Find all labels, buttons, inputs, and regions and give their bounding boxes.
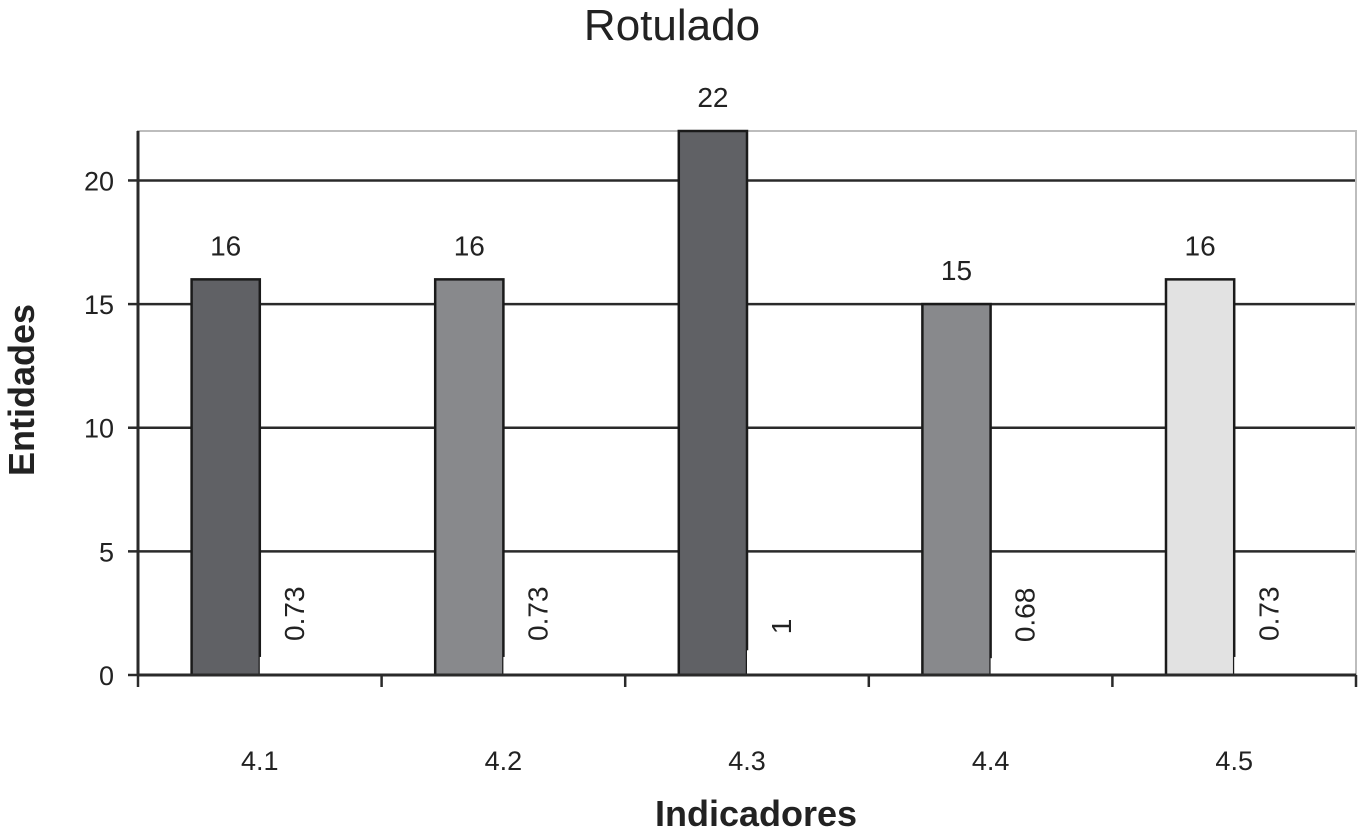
secondary-value-label: 0.68	[1010, 588, 1041, 643]
bar-secondary-4.5	[1234, 656, 1303, 675]
y-axis-title: Entidades	[1, 304, 42, 476]
y-tick-label: 5	[99, 537, 114, 567]
bar-4.5	[1164, 278, 1236, 677]
bar-value-label: 16	[210, 230, 241, 261]
bar-secondary-4.1	[259, 656, 329, 675]
secondary-value-label: 0.73	[279, 586, 310, 641]
y-tick-label: 0	[99, 661, 114, 691]
chart-title: Rotulado	[584, 1, 760, 50]
y-tick-label: 20	[84, 166, 114, 196]
bar-value-label: 16	[1185, 230, 1216, 261]
bar-4.1	[190, 278, 262, 677]
bar-4.3	[677, 129, 749, 677]
x-tick-label: 4.5	[1215, 746, 1253, 776]
bar-4.4	[921, 302, 992, 677]
labels: 0 5 10 15 20 16 0.73 4.1 16 0.73 4.2 22 1 4.3 15 0.68 4.…	[84, 82, 1284, 776]
y-tick-label: 15	[84, 290, 114, 320]
x-tick-label: 4.2	[485, 746, 523, 776]
bar-secondary-4.4	[990, 658, 1059, 675]
bar-4.2	[433, 278, 505, 677]
secondary-value-label: 0.73	[1253, 586, 1284, 641]
secondary-value-label: 1	[766, 619, 797, 635]
x-axis-title: Indicadores	[655, 793, 857, 834]
secondary-value-label: 0.73	[523, 586, 554, 641]
bar-value-label: 16	[454, 230, 485, 261]
bar-value-label: 15	[941, 255, 972, 286]
bar-value-label: 22	[697, 82, 728, 113]
bar-secondary-4.3	[747, 650, 816, 675]
x-tick-label: 4.1	[241, 746, 279, 776]
bar-secondary-4.2	[503, 656, 572, 675]
y-tick-label: 10	[84, 414, 114, 444]
bars	[190, 129, 1303, 677]
axes	[128, 131, 1358, 687]
x-tick-label: 4.3	[728, 746, 766, 776]
x-tick-label: 4.4	[972, 746, 1010, 776]
